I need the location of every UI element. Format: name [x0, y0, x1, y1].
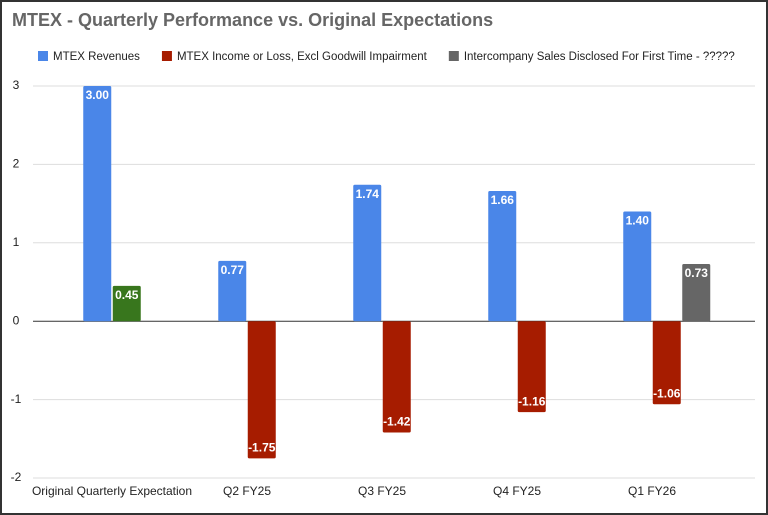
value-label: -1.16 [518, 394, 546, 408]
x-tick-label: Q4 FY25 [493, 484, 541, 498]
value-label: 0.45 [115, 288, 139, 302]
value-label: 0.77 [221, 263, 245, 277]
legend-swatch [161, 51, 172, 61]
bar [218, 260, 247, 322]
y-tick-label: 1 [13, 235, 20, 249]
bar [623, 211, 652, 322]
bar [247, 321, 276, 459]
x-tick-label: Original Quarterly Expectation [32, 484, 192, 498]
legend-label: Intercompany Sales Disclosed For First T… [464, 51, 735, 63]
bar [488, 191, 517, 322]
bar [517, 321, 546, 413]
y-tick-label: 3 [13, 78, 20, 92]
legend-swatch [448, 51, 459, 61]
y-tick-label: -2 [11, 470, 22, 484]
legend-label: MTEX Revenues [53, 51, 140, 63]
bar [112, 285, 141, 322]
value-label: 0.73 [685, 266, 709, 280]
y-tick-label: 2 [13, 157, 20, 171]
value-label: -1.42 [383, 415, 411, 429]
value-label: 1.66 [491, 193, 515, 207]
y-tick-label: 0 [13, 313, 20, 327]
bar [83, 86, 112, 322]
x-tick-label: Q3 FY25 [358, 484, 406, 498]
value-label: -1.75 [248, 441, 276, 455]
value-label: 3.00 [86, 88, 110, 102]
legend-label: MTEX Income or Loss, Excl Goodwill Impai… [177, 51, 428, 63]
x-tick-label: Q1 FY26 [628, 484, 676, 498]
bar [382, 321, 411, 433]
value-label: 1.74 [356, 187, 380, 201]
bar [353, 184, 382, 322]
x-tick-label: Q2 FY25 [223, 484, 271, 498]
bar [682, 263, 711, 322]
bar [652, 321, 681, 405]
value-label: 1.40 [626, 214, 650, 228]
legend-swatch [38, 51, 48, 61]
value-label: -1.06 [653, 386, 681, 400]
chart-title: MTEX - Quarterly Performance vs. Origina… [12, 10, 493, 30]
y-tick-label: -1 [11, 392, 22, 406]
